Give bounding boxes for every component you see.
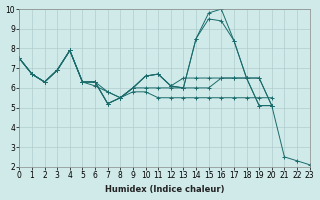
X-axis label: Humidex (Indice chaleur): Humidex (Indice chaleur)	[105, 185, 224, 194]
